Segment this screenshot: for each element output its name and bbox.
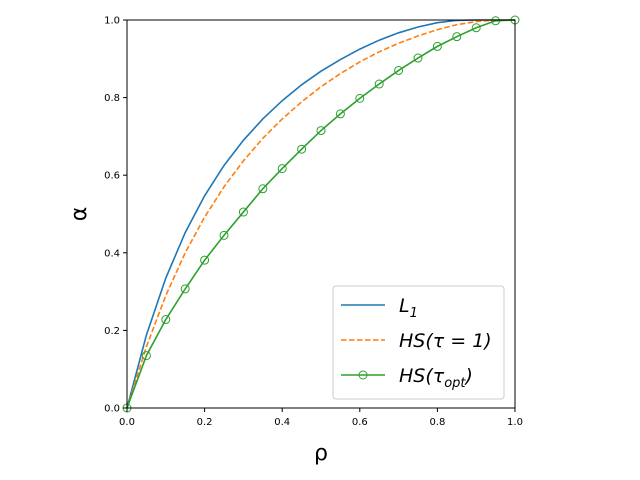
data-point <box>452 32 462 42</box>
series-2 <box>122 15 520 413</box>
series-0 <box>126 19 515 409</box>
legend-marker <box>358 370 368 380</box>
data-point <box>258 184 268 194</box>
y-tick-label: 0.8 <box>104 93 120 104</box>
series-line <box>126 19 515 409</box>
legend-entry-main: HS(τ = 1) <box>399 330 492 352</box>
legend-entry: L1 <box>399 295 418 321</box>
legend: L1 HS(τ = 1) HS(τopt) <box>332 285 505 400</box>
x-tick-label: 0.0 <box>119 417 135 428</box>
data-point <box>491 16 501 26</box>
series-1 <box>126 19 515 409</box>
series-line <box>126 19 516 409</box>
data-point <box>141 351 151 361</box>
legend-box <box>332 285 505 400</box>
data-point <box>394 65 404 75</box>
series-layer <box>122 15 520 413</box>
legend-entry-main: HS(τ <box>399 365 445 387</box>
x-axis-label: ρ <box>314 441 328 466</box>
data-point <box>471 23 481 33</box>
data-point <box>374 79 384 89</box>
data-point <box>413 53 423 63</box>
legend-entry-subscript: opt <box>444 376 466 391</box>
x-axis-ticks: 0.0 0.2 0.4 0.6 0.8 1.0 <box>119 408 523 428</box>
data-point <box>238 207 248 217</box>
series-line <box>126 19 515 409</box>
data-point <box>219 230 229 240</box>
x-tick-label: 0.4 <box>274 417 290 428</box>
data-point <box>316 126 326 136</box>
legend-entry-end: ) <box>464 365 473 387</box>
y-tick-label: 0.4 <box>104 248 120 259</box>
axes-frame <box>126 19 516 409</box>
data-point <box>200 255 210 265</box>
data-point <box>297 144 307 154</box>
data-point <box>277 164 287 174</box>
x-tick-label: 1.0 <box>507 417 523 428</box>
legend-entry-main: L <box>399 295 410 317</box>
data-point <box>355 93 365 103</box>
y-tick-label: 0.2 <box>104 326 120 337</box>
legend-entry: HS(τ = 1) <box>399 330 492 352</box>
data-point <box>161 315 171 325</box>
legend-entry-subscript: 1 <box>410 306 418 321</box>
y-axis-ticks: 0.0 0.2 0.4 0.6 0.8 1.0 <box>104 16 127 415</box>
x-tick-label: 0.6 <box>352 417 368 428</box>
data-point <box>335 109 345 119</box>
y-axis-label: α <box>67 207 92 222</box>
x-tick-label: 0.2 <box>197 417 213 428</box>
data-point <box>432 41 442 51</box>
y-tick-label: 0.6 <box>104 171 120 182</box>
legend-entry: HS(τopt) <box>399 365 473 391</box>
data-point <box>180 284 190 294</box>
y-tick-label: 0.0 <box>104 404 120 415</box>
y-tick-label: 1.0 <box>104 16 120 27</box>
x-tick-label: 0.8 <box>429 417 445 428</box>
